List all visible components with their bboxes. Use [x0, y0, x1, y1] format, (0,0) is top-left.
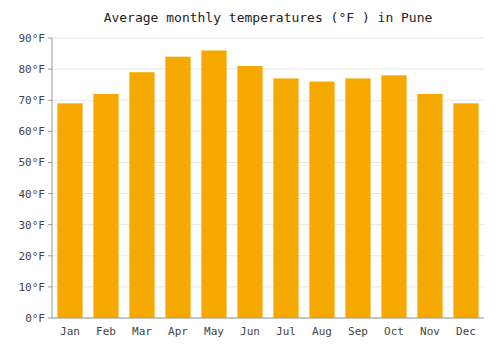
bar — [129, 72, 154, 318]
grid-line — [52, 318, 484, 319]
bar — [309, 82, 334, 318]
bar — [417, 94, 442, 318]
y-tick-label: 40°F — [19, 188, 46, 201]
x-tick-label: Apr — [168, 325, 188, 338]
x-tick-label: Dec — [456, 325, 476, 338]
bar — [165, 57, 190, 318]
x-axis-labels: Jan Feb Mar Apr May Jun Jul Aug Sep Oct Nov Dec — [60, 325, 476, 338]
y-tick — [48, 286, 52, 287]
x-tick-label: Jun — [240, 325, 260, 338]
y-tick — [48, 100, 52, 101]
grid-line — [52, 38, 484, 39]
bar — [201, 50, 226, 318]
x-tick-label: Sep — [348, 325, 368, 338]
x-tick-label: May — [204, 325, 224, 338]
y-tick — [48, 193, 52, 194]
chart-container: Average monthly temperatures (°F ) in Pu… — [0, 0, 500, 350]
x-tick-label: Mar — [132, 325, 152, 338]
grid — [52, 38, 484, 318]
bar — [273, 78, 298, 318]
bar — [345, 78, 370, 318]
y-tick — [48, 38, 52, 39]
chart-svg: Average monthly temperatures (°F ) in Pu… — [0, 0, 500, 350]
y-tick — [48, 162, 52, 163]
bar — [453, 103, 478, 318]
y-tick — [48, 69, 52, 70]
y-tick — [48, 131, 52, 132]
bar — [57, 103, 82, 318]
y-tick — [48, 224, 52, 225]
y-tick-label: 90°F — [19, 32, 46, 45]
x-tick-label: Aug — [312, 325, 332, 338]
x-tick-label: Oct — [384, 325, 404, 338]
chart-title: Average monthly temperatures (°F ) in Pu… — [104, 10, 433, 25]
x-axis-line — [52, 318, 484, 319]
y-tick — [48, 255, 52, 256]
bars — [57, 50, 478, 318]
x-tick-label: Nov — [420, 325, 440, 338]
bar — [237, 66, 262, 318]
y-tick-label: 50°F — [19, 156, 46, 169]
x-tick-label: Feb — [96, 325, 116, 338]
y-tick-label: 10°F — [19, 281, 46, 294]
y-tick-label: 0°F — [25, 312, 45, 325]
x-tick-label: Jan — [60, 325, 80, 338]
y-tick-label: 80°F — [19, 63, 46, 76]
y-axis-line — [52, 38, 53, 318]
y-tick-label: 70°F — [19, 94, 46, 107]
bar — [93, 94, 118, 318]
x-tick-label: Jul — [276, 325, 296, 338]
y-axis-ticks: 0°F 10°F 20°F 30°F 40°F 50°F 60°F 70°F 80°F 90°F — [19, 32, 53, 325]
grid-line — [52, 69, 484, 70]
y-tick-label: 30°F — [19, 219, 46, 232]
y-tick-label: 60°F — [19, 125, 46, 138]
y-tick — [48, 318, 52, 319]
bar — [381, 75, 406, 318]
y-tick-label: 20°F — [19, 250, 46, 263]
